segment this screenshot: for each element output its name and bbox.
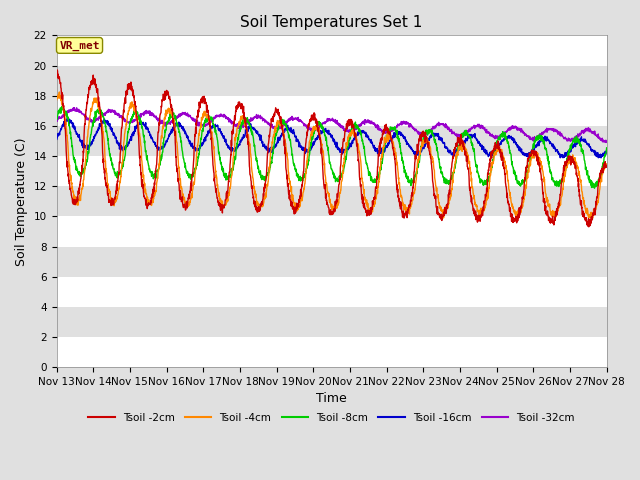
Title: Soil Temperatures Set 1: Soil Temperatures Set 1	[241, 15, 423, 30]
X-axis label: Time: Time	[316, 393, 347, 406]
Bar	[56, 186, 607, 216]
Bar	[56, 307, 607, 337]
Bar	[56, 276, 607, 307]
Text: VR_met: VR_met	[60, 40, 100, 50]
Bar	[56, 65, 607, 96]
Bar	[56, 156, 607, 186]
Bar	[56, 126, 607, 156]
Legend: Tsoil -2cm, Tsoil -4cm, Tsoil -8cm, Tsoil -16cm, Tsoil -32cm: Tsoil -2cm, Tsoil -4cm, Tsoil -8cm, Tsoi…	[84, 409, 579, 427]
Bar	[56, 337, 607, 367]
Bar	[56, 247, 607, 276]
Y-axis label: Soil Temperature (C): Soil Temperature (C)	[15, 137, 28, 265]
Bar	[56, 96, 607, 126]
Bar	[56, 36, 607, 65]
Bar	[56, 216, 607, 247]
